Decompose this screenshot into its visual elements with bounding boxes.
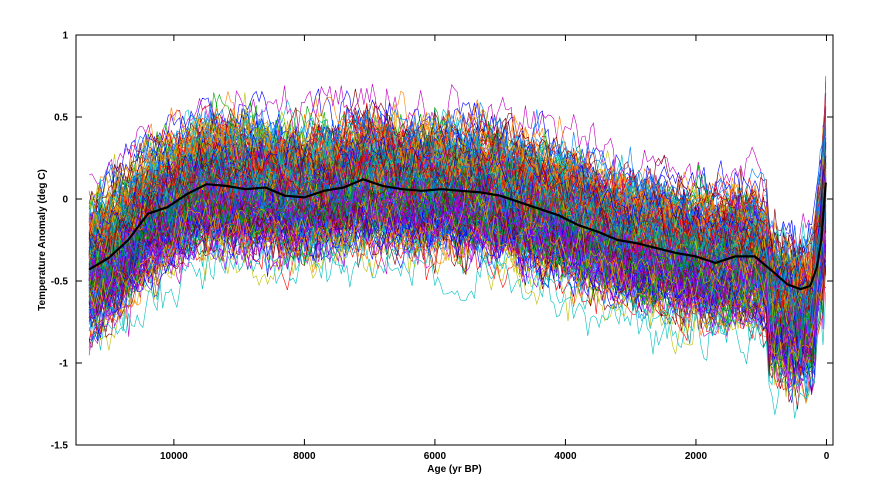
ensemble-line [88,129,827,320]
ensemble-line [88,137,827,307]
ensemble-line [88,181,827,398]
y-axis: 1 0.5 0 -0.5 -1 -1.5 [51,31,833,452]
y-tick-label: 1 [62,31,68,42]
ensemble-line [88,129,827,323]
x-axis-label: Age (yr BP) [427,464,481,475]
ensemble-line [88,212,827,404]
x-axis: 10000 8000 6000 4000 2000 0 [160,35,830,462]
ensemble-line [88,118,827,302]
x-tick-label: 0 [824,451,830,462]
x-tick-label: 2000 [685,451,708,462]
ensemble-line [88,125,827,321]
ensemble-line [88,188,827,354]
y-tick-label: 0 [62,195,68,206]
mean-series-line [88,178,827,291]
y-tick-label: -1.5 [51,441,69,452]
ensemble-line [88,194,827,395]
y-axis-label: Temperature Anomaly (deg C) [37,169,48,311]
ensemble-line [88,129,827,304]
y-tick-label: -1 [59,359,68,370]
ensemble-line [88,83,827,256]
ensemble-lines [88,76,827,419]
ensemble-line [88,227,827,419]
x-tick-label: 10000 [160,451,188,462]
x-tick-label: 8000 [293,451,316,462]
ensemble-line [88,124,827,320]
ensemble-line [88,161,827,375]
ensemble-line [88,119,827,329]
x-tick-label: 4000 [554,451,577,462]
ensemble-line [88,170,827,352]
plot-frame [75,34,834,446]
ensemble-line [88,111,827,312]
ensemble-line [88,167,827,358]
ensemble-line [88,172,827,374]
ensemble-line [88,143,827,313]
y-tick-label: 0.5 [54,113,68,124]
y-tick-label: -0.5 [51,277,69,288]
x-tick-label: 6000 [424,451,447,462]
